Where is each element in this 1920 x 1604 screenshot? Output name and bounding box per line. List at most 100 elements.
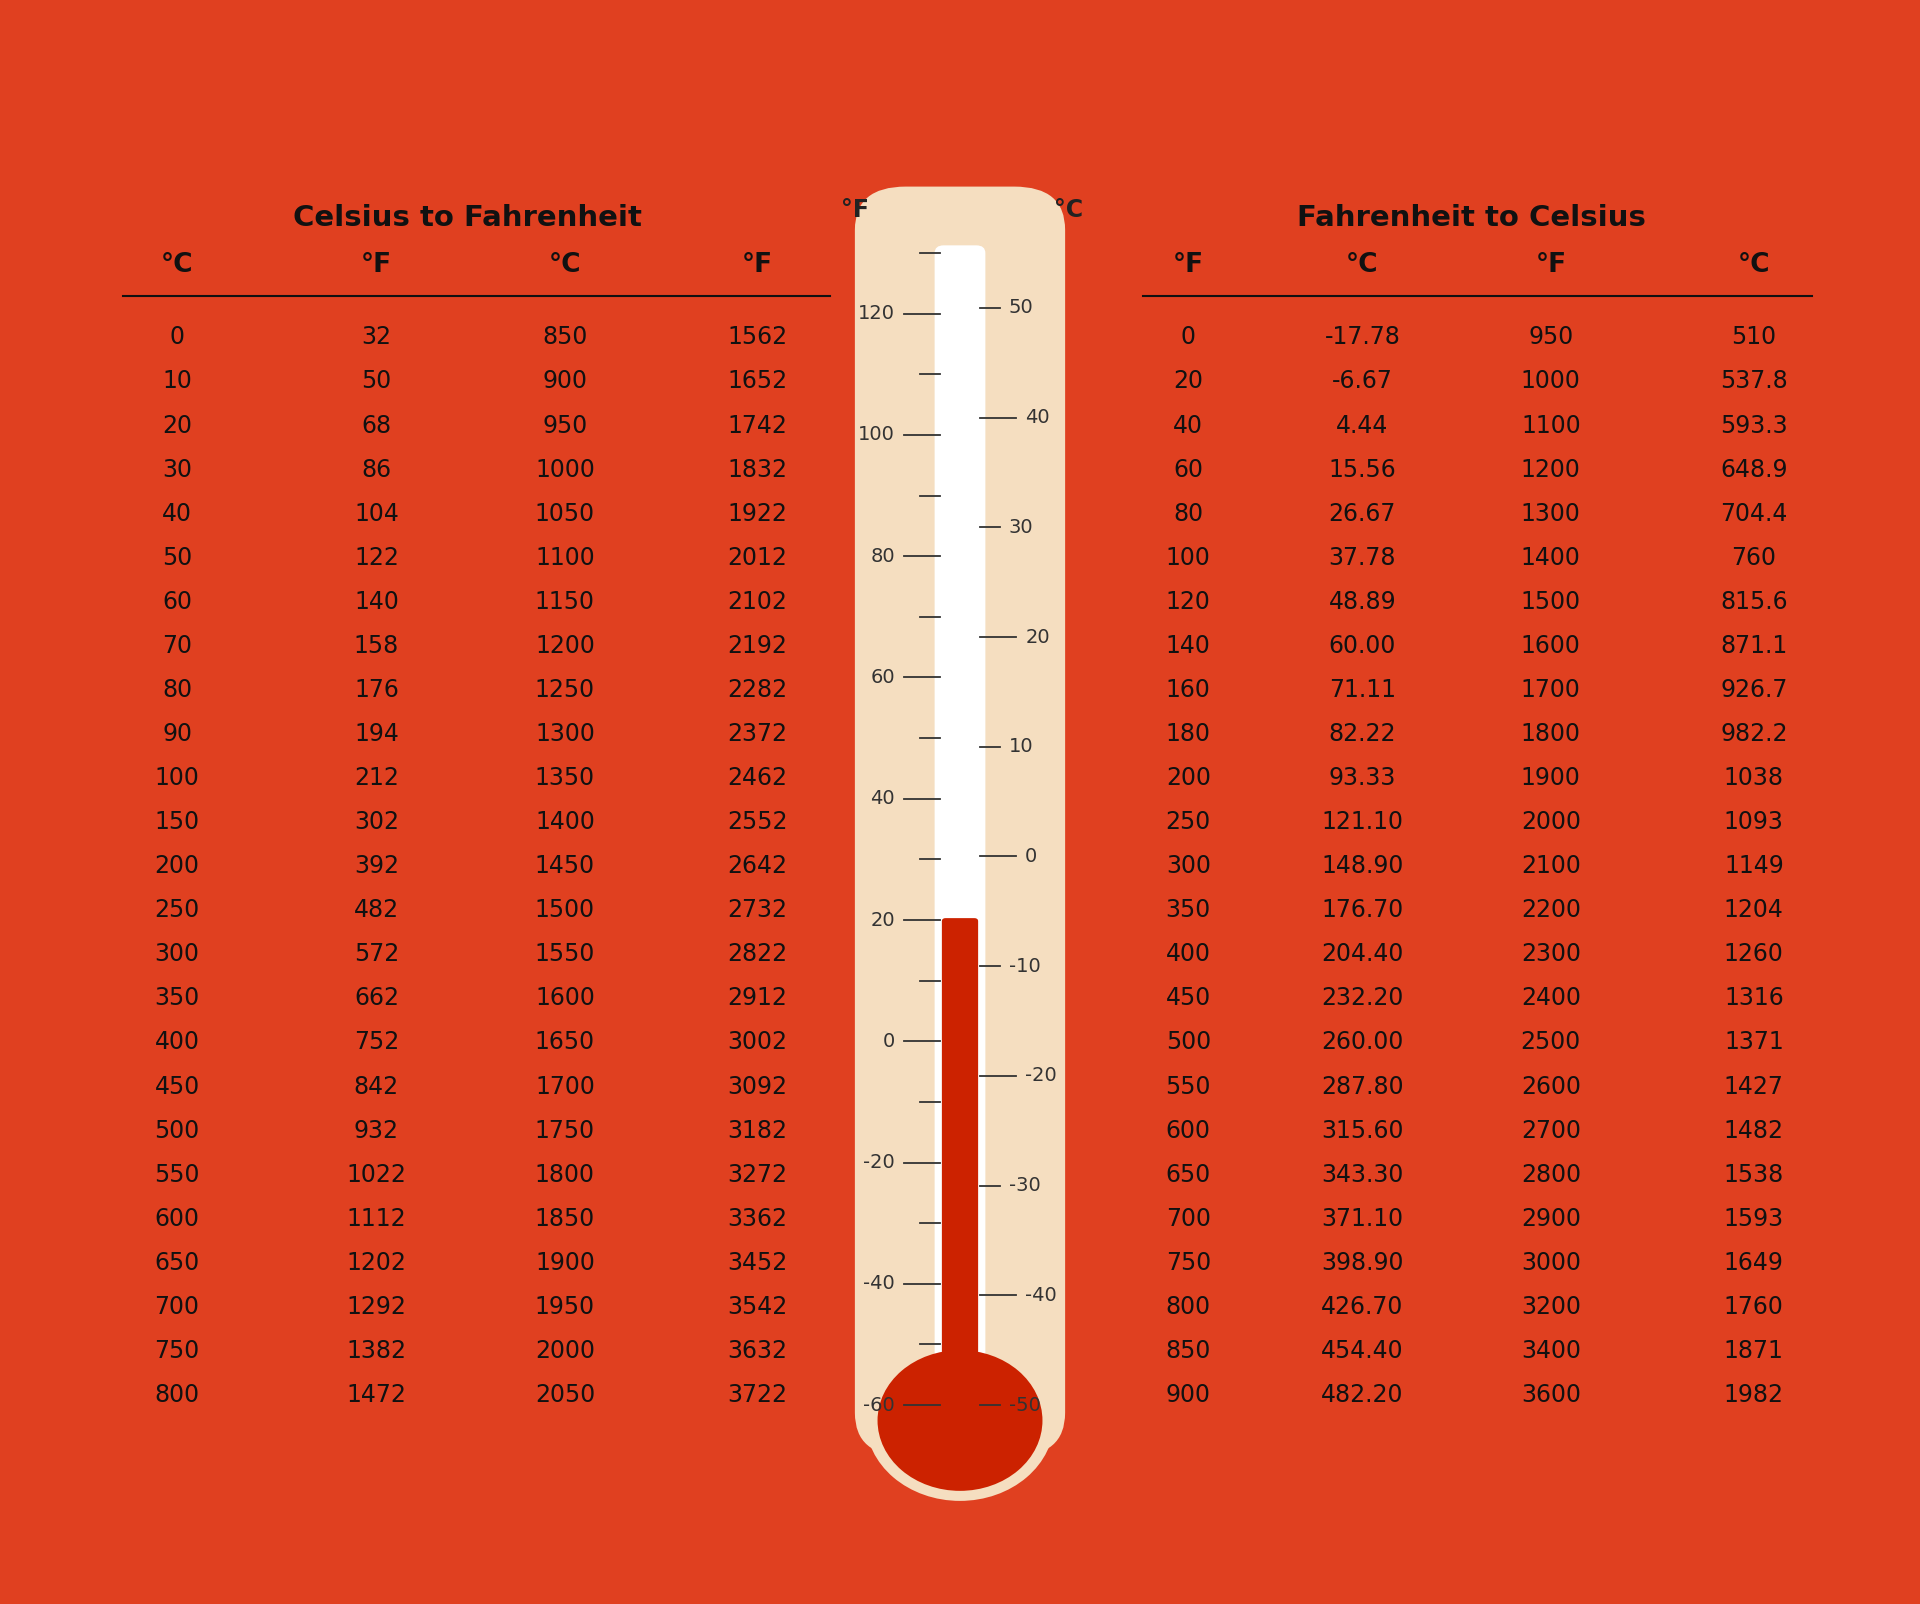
Text: -50: -50 xyxy=(1008,1395,1041,1415)
Text: 3400: 3400 xyxy=(1521,1339,1580,1363)
Text: 2600: 2600 xyxy=(1521,1075,1580,1099)
Text: 550: 550 xyxy=(1165,1075,1212,1099)
Text: 1500: 1500 xyxy=(1521,590,1580,614)
Text: 1500: 1500 xyxy=(536,898,595,922)
Text: 1450: 1450 xyxy=(536,855,595,879)
Text: 40: 40 xyxy=(870,789,895,808)
Text: 60: 60 xyxy=(1173,457,1204,481)
Text: 3722: 3722 xyxy=(728,1383,787,1407)
Text: 180: 180 xyxy=(1165,722,1212,746)
Text: 300: 300 xyxy=(154,942,200,966)
Text: 1150: 1150 xyxy=(536,590,595,614)
Text: 593.3: 593.3 xyxy=(1720,414,1788,438)
Text: 650: 650 xyxy=(154,1251,200,1275)
Text: 3002: 3002 xyxy=(728,1030,787,1054)
Text: 158: 158 xyxy=(353,634,399,658)
Text: 160: 160 xyxy=(1165,678,1212,703)
Text: 2282: 2282 xyxy=(728,678,787,703)
Text: 950: 950 xyxy=(1528,326,1574,350)
Text: 1427: 1427 xyxy=(1724,1075,1784,1099)
Text: 20: 20 xyxy=(1025,627,1050,646)
Text: 900: 900 xyxy=(541,369,588,393)
Text: 200: 200 xyxy=(1165,767,1212,791)
Text: 1832: 1832 xyxy=(728,457,787,481)
Text: 2300: 2300 xyxy=(1521,942,1580,966)
Text: 3092: 3092 xyxy=(728,1075,787,1099)
Text: 122: 122 xyxy=(353,545,399,569)
Text: 40: 40 xyxy=(1025,407,1050,427)
Text: 2192: 2192 xyxy=(728,634,787,658)
Text: 121.10: 121.10 xyxy=(1321,810,1404,834)
Text: 2100: 2100 xyxy=(1521,855,1580,879)
Text: 0: 0 xyxy=(883,1031,895,1051)
Text: 1149: 1149 xyxy=(1724,855,1784,879)
Text: 1593: 1593 xyxy=(1724,1206,1784,1230)
Text: -20: -20 xyxy=(1025,1067,1058,1086)
Text: °F: °F xyxy=(1173,252,1204,279)
Text: 93.33: 93.33 xyxy=(1329,767,1396,791)
Text: 80: 80 xyxy=(161,678,192,703)
Text: 2050: 2050 xyxy=(536,1383,595,1407)
Text: 454.40: 454.40 xyxy=(1321,1339,1404,1363)
Text: 60: 60 xyxy=(161,590,192,614)
Text: 1760: 1760 xyxy=(1724,1294,1784,1318)
Text: 3452: 3452 xyxy=(728,1251,787,1275)
Text: 932: 932 xyxy=(353,1118,399,1142)
Ellipse shape xyxy=(866,1339,1054,1501)
Text: 3000: 3000 xyxy=(1521,1251,1580,1275)
Text: 850: 850 xyxy=(1165,1339,1212,1363)
Text: 60: 60 xyxy=(870,667,895,687)
Text: 800: 800 xyxy=(1165,1294,1212,1318)
Text: 2102: 2102 xyxy=(728,590,787,614)
Text: 1260: 1260 xyxy=(1724,942,1784,966)
Text: 400: 400 xyxy=(154,1030,200,1054)
Text: 40: 40 xyxy=(1173,414,1204,438)
Text: 50: 50 xyxy=(361,369,392,393)
Text: °F: °F xyxy=(841,197,870,221)
Text: 71.11: 71.11 xyxy=(1329,678,1396,703)
Text: 1550: 1550 xyxy=(534,942,595,966)
Text: 10: 10 xyxy=(161,369,192,393)
Text: °C: °C xyxy=(549,252,582,279)
Text: 2800: 2800 xyxy=(1521,1163,1580,1187)
Text: 104: 104 xyxy=(353,502,399,526)
Text: 2400: 2400 xyxy=(1521,986,1580,1011)
Text: 40: 40 xyxy=(161,502,192,526)
Text: 20: 20 xyxy=(161,414,192,438)
Text: 700: 700 xyxy=(154,1294,200,1318)
Text: 37.78: 37.78 xyxy=(1329,545,1396,569)
Text: 1292: 1292 xyxy=(346,1294,407,1318)
Text: 572: 572 xyxy=(353,942,399,966)
Text: 100: 100 xyxy=(156,767,200,791)
Text: 100: 100 xyxy=(1165,545,1212,569)
Text: 70: 70 xyxy=(161,634,192,658)
Text: 2822: 2822 xyxy=(728,942,787,966)
Text: 3200: 3200 xyxy=(1521,1294,1580,1318)
Text: 50: 50 xyxy=(1008,298,1033,318)
Text: 1922: 1922 xyxy=(728,502,787,526)
Text: 650: 650 xyxy=(1165,1163,1212,1187)
Text: 1038: 1038 xyxy=(1724,767,1784,791)
Text: 1472: 1472 xyxy=(346,1383,407,1407)
Text: 140: 140 xyxy=(353,590,399,614)
Text: 148.90: 148.90 xyxy=(1321,855,1404,879)
Text: 1800: 1800 xyxy=(1521,722,1580,746)
Text: 400: 400 xyxy=(1165,942,1212,966)
Text: 850: 850 xyxy=(541,326,588,350)
Text: 600: 600 xyxy=(154,1206,200,1230)
Text: -17.78: -17.78 xyxy=(1325,326,1400,350)
Text: 68: 68 xyxy=(361,414,392,438)
Text: 200: 200 xyxy=(154,855,200,879)
Text: 232.20: 232.20 xyxy=(1321,986,1404,1011)
Text: 86: 86 xyxy=(361,457,392,481)
Text: 26.67: 26.67 xyxy=(1329,502,1396,526)
Text: 3542: 3542 xyxy=(728,1294,787,1318)
Text: 752: 752 xyxy=(353,1030,399,1054)
Text: 1562: 1562 xyxy=(728,326,787,350)
Text: 315.60: 315.60 xyxy=(1321,1118,1404,1142)
Text: 250: 250 xyxy=(1165,810,1212,834)
FancyBboxPatch shape xyxy=(935,245,985,1413)
Text: 3632: 3632 xyxy=(728,1339,787,1363)
Text: 2500: 2500 xyxy=(1521,1030,1580,1054)
Text: 950: 950 xyxy=(541,414,588,438)
